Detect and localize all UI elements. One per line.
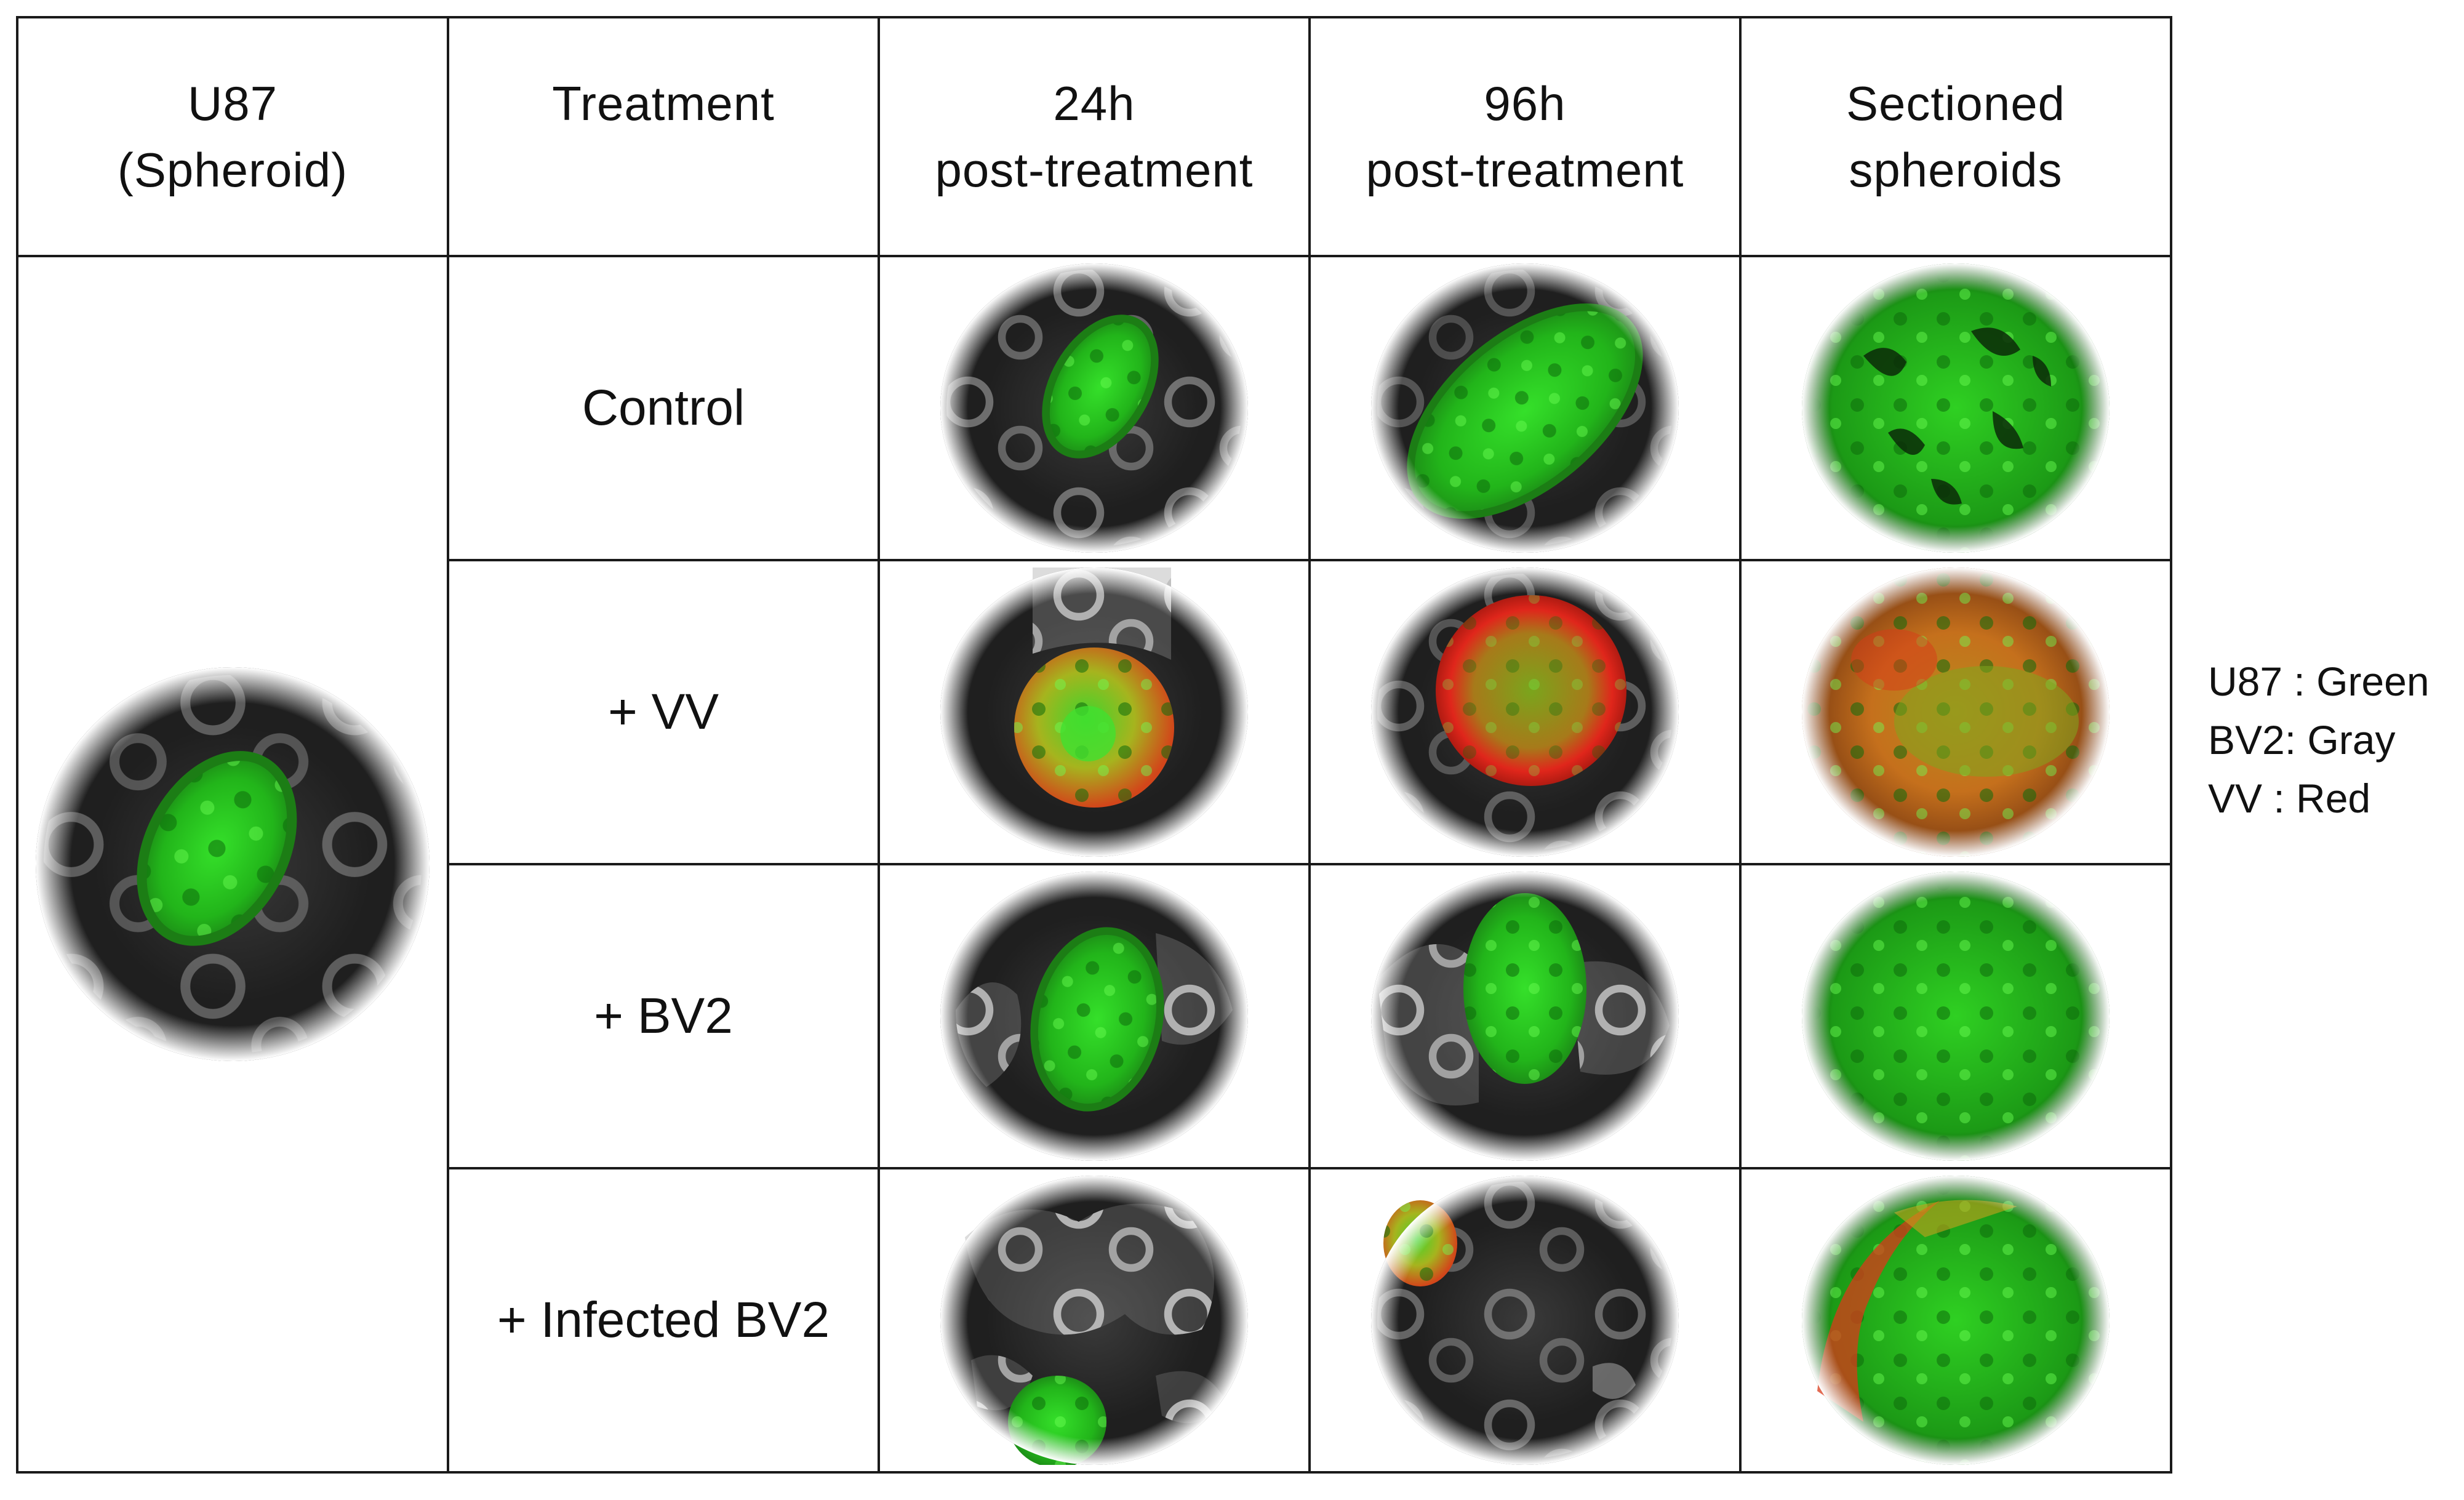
vv-24h-image [940, 568, 1248, 857]
header-treatment-line1: Treatment [552, 76, 775, 130]
header-row: U87 (Spheroid) Treatment 24h post-treatm… [16, 16, 2172, 257]
control-sectioned-cell [1739, 255, 2172, 561]
vv-96h-image [1371, 568, 1679, 857]
header-u87-line2: (Spheroid) [117, 143, 348, 197]
infected-sectioned-image [1802, 1176, 2110, 1465]
row-bv2: + BV2 [17, 863, 2172, 1169]
bv2-96h-image [1371, 872, 1679, 1161]
figure-table: U87 (Spheroid) Treatment 24h post-treatm… [16, 16, 2172, 1474]
vv-96h-cell [1308, 559, 1742, 865]
infected-96h-cell [1308, 1167, 1742, 1474]
header-96h: 96h post-treatment [1308, 16, 1742, 257]
legend-u87: U87 : Green [2208, 659, 2430, 704]
legend-vv: VV : Red [2208, 776, 2371, 821]
u87-spheroid-image [36, 667, 430, 1061]
color-legend: U87 : Green BV2: Gray VV : Red [2208, 652, 2460, 828]
row-infected-bv2: + Infected BV2 [17, 1167, 2172, 1474]
row-label-cell: + BV2 [447, 863, 880, 1169]
bv2-96h-cell [1308, 863, 1742, 1169]
legend-bv2: BV2: Gray [2208, 717, 2396, 763]
header-24h: 24h post-treatment [878, 16, 1311, 257]
infected-96h-image [1371, 1176, 1679, 1465]
vv-sectioned-image [1802, 568, 2110, 857]
row-label-cell: + Infected BV2 [447, 1167, 880, 1474]
control-sectioned-image [1802, 263, 2110, 553]
control-96h-image [1371, 263, 1679, 553]
vv-24h-cell [878, 559, 1311, 865]
header-u87-line1: U87 [187, 76, 278, 130]
header-sectioned-line2: spheroids [1849, 143, 2063, 197]
control-24h-image [940, 263, 1248, 553]
bv2-sectioned-image [1802, 872, 2110, 1161]
header-24h-line1: 24h [1053, 76, 1135, 130]
infected-sectioned-cell [1739, 1167, 2172, 1474]
header-sectioned-line1: Sectioned [1846, 76, 2065, 130]
row-label-infected-bv2: + Infected BV2 [497, 1292, 830, 1348]
infected-24h-cell [878, 1167, 1311, 1474]
row-label-cell: Control [447, 255, 880, 561]
bv2-sectioned-cell [1739, 863, 2172, 1169]
infected-24h-image [940, 1176, 1248, 1465]
header-96h-line2: post-treatment [1366, 143, 1684, 197]
vv-sectioned-cell [1739, 559, 2172, 865]
control-24h-cell [878, 255, 1311, 561]
row-vv: + VV [17, 559, 2172, 865]
u87-spheroid-cell [16, 255, 449, 1474]
row-label-cell: + VV [447, 559, 880, 865]
header-sectioned: Sectioned spheroids [1739, 16, 2172, 257]
row-control: Control [16, 255, 2172, 1474]
row-label-vv: + VV [607, 684, 719, 740]
header-24h-line2: post-treatment [935, 143, 1254, 197]
header-treatment: Treatment [447, 16, 880, 257]
header-96h-line1: 96h [1484, 76, 1566, 130]
row-label-bv2: + BV2 [594, 988, 733, 1044]
row-label-control: Control [582, 380, 745, 436]
control-96h-cell [1308, 255, 1742, 561]
header-u87: U87 (Spheroid) [16, 16, 449, 257]
bv2-24h-image [940, 872, 1248, 1161]
bv2-24h-cell [878, 863, 1311, 1169]
